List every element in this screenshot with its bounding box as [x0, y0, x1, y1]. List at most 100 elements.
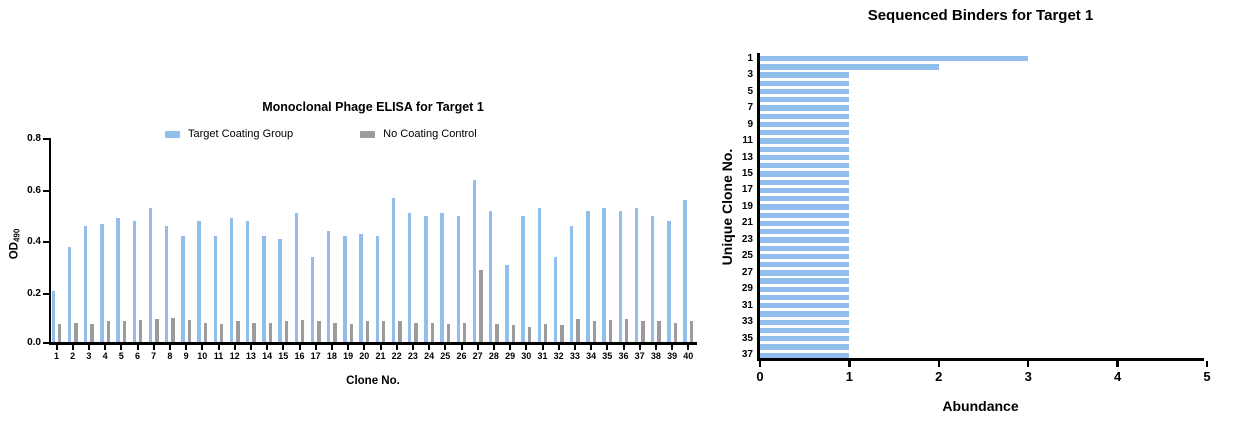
elisa-bar-target — [472, 179, 477, 342]
elisa-x-tick — [217, 345, 220, 350]
binders-x-tick-label: 0 — [756, 369, 764, 384]
elisa-bar-control — [187, 320, 192, 342]
elisa-bar-control — [543, 323, 548, 342]
elisa-bar-control — [74, 322, 78, 342]
elisa-x-tick-label: 21 — [375, 351, 386, 361]
legend-swatch-target-coating — [165, 130, 180, 138]
elisa-bar-control — [171, 317, 175, 342]
elisa-x-tick — [573, 345, 576, 350]
binders-y-tick-label: 31 — [741, 299, 753, 311]
binders-x-tick — [758, 361, 762, 367]
elisa-x-tick-label: 25 — [440, 351, 451, 361]
abundance-bar — [760, 327, 850, 334]
elisa-bar-control — [430, 322, 435, 342]
elisa-x-tick — [590, 345, 593, 350]
elisa-bar-target — [586, 210, 590, 342]
elisa-x-tick-label: 3 — [86, 351, 92, 361]
abundance-bar — [760, 138, 850, 144]
legend-swatch-no-coating — [360, 130, 376, 138]
elisa-bar-control — [122, 321, 127, 342]
elisa-x-tick-label: 40 — [683, 351, 694, 361]
elisa-bar-target — [618, 210, 623, 342]
binders-x-tick — [1116, 361, 1119, 367]
elisa-bar-target — [67, 246, 72, 342]
elisa-bar-target — [262, 236, 266, 342]
binders-x-tick-label: 1 — [845, 369, 853, 384]
binders-x-tick — [1026, 361, 1030, 367]
abundance-bar — [760, 88, 850, 95]
elisa-x-tick — [687, 345, 690, 350]
elisa-plot-area: 0.0 0.2 0.4 0.6 0.8 1 2 3 4 5 6 7 8 9 10 11 12 13 14 15 16 17… — [27, 134, 697, 361]
abundance-bar — [760, 171, 850, 177]
elisa-bar-control — [300, 320, 305, 342]
abundance-bar — [760, 303, 850, 309]
elisa-x-tick-label: 13 — [245, 351, 256, 361]
elisa-bar-control — [155, 318, 159, 342]
elisa-x-tick-label: 9 — [183, 351, 189, 361]
elisa-bar-target — [100, 223, 104, 342]
binders-y-axis-title: Unique Clone No. — [719, 148, 735, 266]
elisa-x-tick — [395, 345, 398, 350]
elisa-bar-target — [310, 257, 315, 342]
elisa-bar-target — [569, 226, 574, 342]
elisa-bar-target — [505, 264, 509, 342]
abundance-bar — [760, 220, 850, 227]
binders-y-tick-label: 13 — [741, 151, 753, 163]
elisa-x-tick-label: 17 — [310, 351, 321, 361]
binders-x-tick — [1205, 361, 1209, 367]
elisa-bar-control — [576, 318, 580, 342]
elisa-x-tick — [460, 345, 463, 350]
elisa-bar-target — [424, 215, 428, 342]
elisa-bar-control — [479, 269, 483, 342]
elisa-y-axis-title-main: OD — [8, 242, 21, 260]
binders-x-tick-label: 4 — [1113, 369, 1122, 384]
binders-x-tick — [937, 361, 941, 367]
elisa-bar-target — [83, 226, 88, 342]
elisa-bar-control — [641, 321, 645, 342]
elisa-bar-target — [213, 236, 218, 342]
elisa-x-tick-label: 23 — [407, 351, 418, 361]
abundance-bar — [760, 253, 850, 260]
elisa-x-tick — [152, 345, 155, 350]
abundance-bar — [760, 163, 850, 169]
abundance-bar — [760, 311, 850, 317]
elisa-x-tick-label: 7 — [151, 351, 157, 361]
elisa-x-tick-label: 18 — [326, 351, 337, 361]
elisa-x-tick — [55, 345, 58, 350]
elisa-x-tick — [622, 345, 625, 350]
elisa-x-tick-label: 6 — [134, 351, 140, 361]
elisa-y-tick — [43, 241, 49, 243]
legend-item-target-coating: Target Coating Group — [165, 128, 293, 140]
elisa-x-tick-label: 20 — [359, 351, 370, 361]
elisa-bar-control — [414, 322, 418, 342]
elisa-x-tick — [233, 345, 236, 350]
elisa-bar-control — [446, 323, 451, 342]
elisa-y-tick-label: 0.2 — [27, 287, 41, 299]
elisa-bar-target — [650, 215, 655, 342]
elisa-bar-control — [592, 321, 597, 342]
elisa-bar-control — [365, 321, 370, 342]
elisa-bar-target — [488, 210, 493, 342]
abundance-bar — [760, 278, 850, 284]
elisa-bar-target — [51, 290, 56, 342]
binders-y-tick-label: 1 — [747, 52, 753, 64]
elisa-bar-target — [634, 208, 639, 342]
abundance-bar — [760, 212, 850, 218]
elisa-bar-target — [294, 213, 299, 342]
abundance-bar — [760, 237, 850, 243]
elisa-y-tick-label: 0.6 — [27, 184, 41, 196]
elisa-x-tick — [492, 345, 495, 350]
binders-y-tick-label: 3 — [747, 69, 753, 81]
elisa-bar-control — [381, 321, 386, 342]
elisa-x-tick-label: 34 — [586, 351, 597, 361]
elisa-x-tick-label: 11 — [213, 351, 224, 361]
elisa-y-tick-label: 0.8 — [27, 133, 41, 144]
elisa-y-tick-label: 0.0 — [27, 337, 41, 348]
elisa-bar-control — [138, 320, 143, 342]
abundance-bar — [760, 286, 850, 293]
elisa-x-tick-label: 31 — [537, 351, 548, 361]
elisa-bar-target — [229, 218, 234, 342]
elisa-x-tick-label: 14 — [262, 351, 273, 361]
abundance-bar — [760, 130, 850, 136]
